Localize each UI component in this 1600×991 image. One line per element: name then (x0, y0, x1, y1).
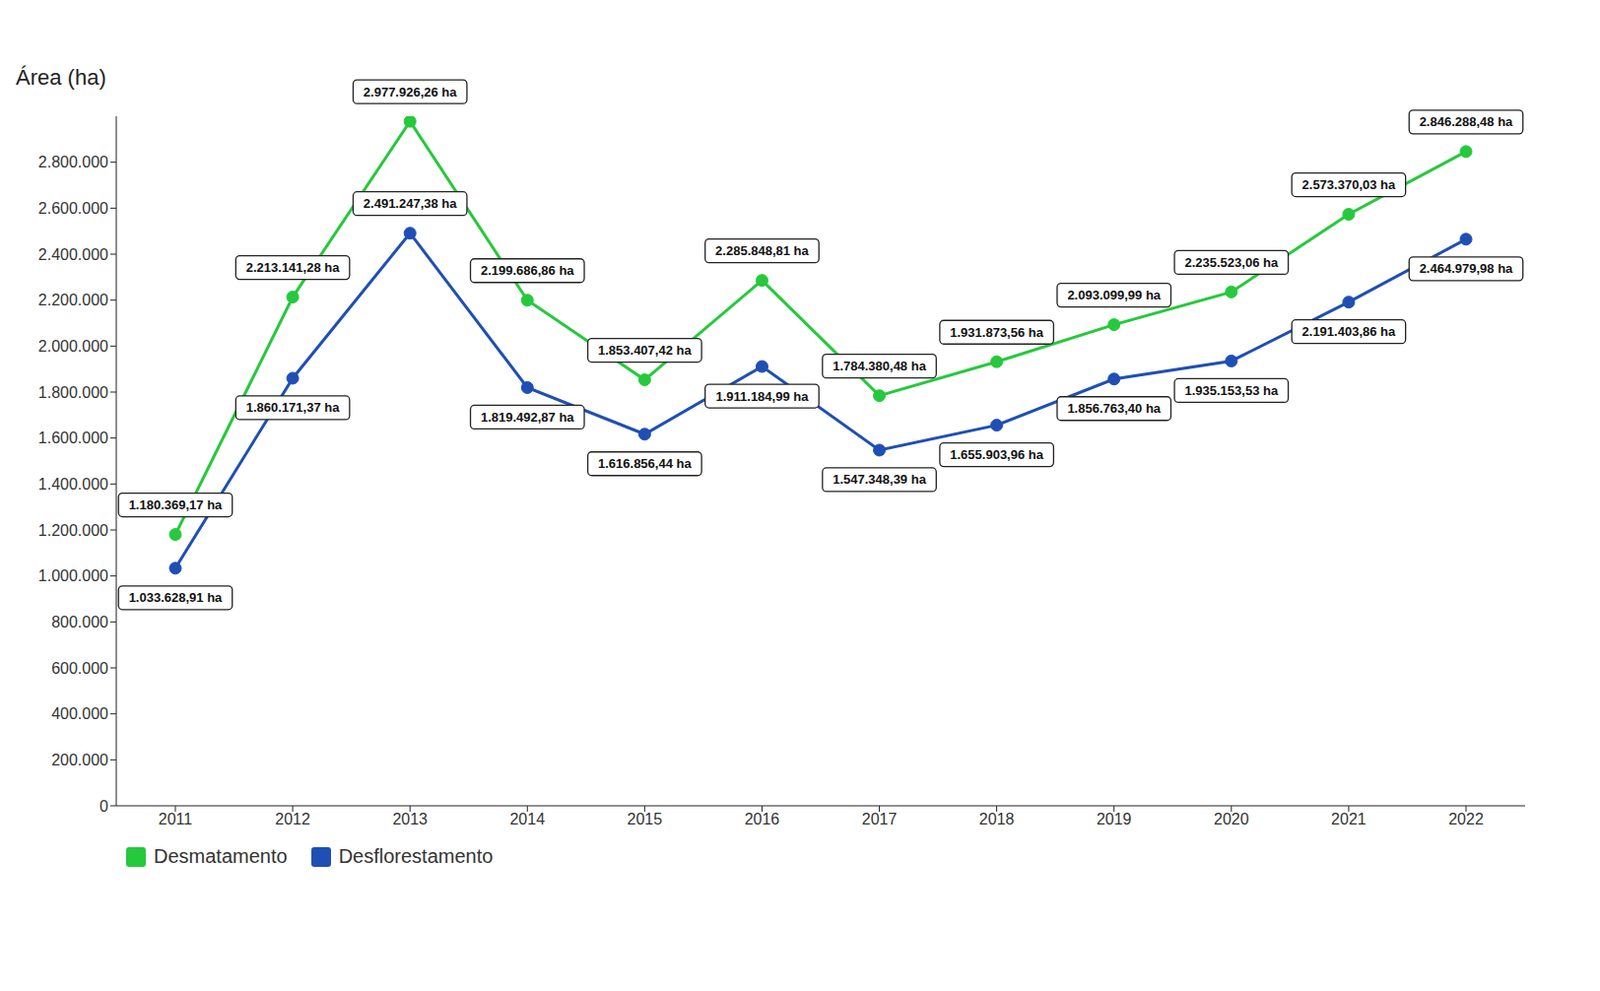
svg-text:0: 0 (99, 798, 109, 815)
svg-text:2.573.370,03 ha: 2.573.370,03 ha (1302, 177, 1397, 193)
svg-text:1.819.492,87 ha: 1.819.492,87 ha (480, 409, 575, 425)
svg-text:2013: 2013 (392, 810, 428, 828)
svg-text:1.860.171,37 ha: 1.860.171,37 ha (246, 400, 340, 415)
svg-text:1.931.873,56 ha: 1.931.873,56 ha (949, 325, 1044, 340)
svg-text:2019: 2019 (1096, 810, 1133, 828)
svg-text:1.655.903,96 ha: 1.655.903,96 ha (949, 447, 1044, 463)
svg-text:2.400.000: 2.400.000 (38, 246, 109, 264)
svg-text:1.600.000: 1.600.000 (38, 429, 109, 447)
svg-text:2016: 2016 (744, 810, 781, 828)
svg-text:2017: 2017 (862, 810, 898, 828)
svg-text:2.285.848,81 ha: 2.285.848,81 ha (715, 243, 809, 259)
svg-text:2.600.000: 2.600.000 (38, 200, 109, 217)
svg-text:2.093.099,99 ha: 2.093.099,99 ha (1066, 287, 1161, 303)
svg-text:800.000: 800.000 (51, 613, 109, 631)
html-text:Desmatamento: Desmatamento (153, 845, 288, 867)
svg-text:2.213.141,28 ha: 2.213.141,28 ha (246, 260, 340, 275)
svg-text:1.200.000: 1.200.000 (38, 522, 109, 539)
svg-text:2021: 2021 (1331, 810, 1367, 828)
svg-text:1.800.000: 1.800.000 (38, 384, 109, 401)
svg-text:2.491.247,38 ha: 2.491.247,38 ha (363, 196, 458, 211)
svg-text:2.977.926,26 ha: 2.977.926,26 ha (363, 84, 458, 100)
svg-text:1.853.407,42 ha: 1.853.407,42 ha (598, 342, 692, 358)
svg-text:2018: 2018 (979, 810, 1015, 828)
svg-text:2011: 2011 (158, 810, 194, 828)
svg-text:1.400.000: 1.400.000 (38, 475, 109, 493)
svg-text:2.000.000: 2.000.000 (38, 337, 109, 355)
svg-text:1.856.763,40 ha: 1.856.763,40 ha (1066, 400, 1161, 416)
svg-text:600.000: 600.000 (51, 660, 109, 677)
svg-text:2012: 2012 (274, 810, 311, 828)
svg-text:2.235.523,06 ha: 2.235.523,06 ha (1184, 255, 1278, 270)
svg-text:2.200.000: 2.200.000 (38, 291, 109, 309)
svg-text:2014: 2014 (509, 810, 545, 828)
svg-text:1.000.000: 1.000.000 (38, 567, 109, 585)
html-text:Desflorestamento: Desflorestamento (338, 845, 494, 867)
svg-text:2.191.403,86 ha: 2.191.403,86 ha (1302, 324, 1397, 339)
svg-text:1.911.184,99 ha: 1.911.184,99 ha (715, 389, 809, 404)
svg-text:200.000: 200.000 (51, 751, 109, 769)
svg-text:2.199.686,86 ha: 2.199.686,86 ha (480, 263, 575, 278)
svg-text:1.547.348,39 ha: 1.547.348,39 ha (832, 471, 927, 487)
svg-text:1.180.369,17 ha: 1.180.369,17 ha (129, 497, 223, 513)
svg-text:400.000: 400.000 (51, 705, 109, 723)
svg-text:2020: 2020 (1213, 810, 1250, 828)
svg-text:1.935.153,53 ha: 1.935.153,53 ha (1184, 383, 1278, 399)
svg-text:1.616.856,44 ha: 1.616.856,44 ha (598, 456, 692, 471)
svg-text:1.033.628,91 ha: 1.033.628,91 ha (129, 590, 223, 605)
svg-text:2.846.288,48 ha: 2.846.288,48 ha (1419, 114, 1514, 130)
svg-text:2.800.000: 2.800.000 (38, 153, 109, 171)
svg-text:2022: 2022 (1448, 810, 1484, 828)
svg-text:2015: 2015 (627, 810, 664, 828)
svg-text:2.464.979,98 ha: 2.464.979,98 ha (1419, 261, 1514, 276)
svg-text:1.784.380,48 ha: 1.784.380,48 ha (832, 358, 927, 374)
svg-text:Área (ha): Área (ha) (15, 65, 107, 90)
